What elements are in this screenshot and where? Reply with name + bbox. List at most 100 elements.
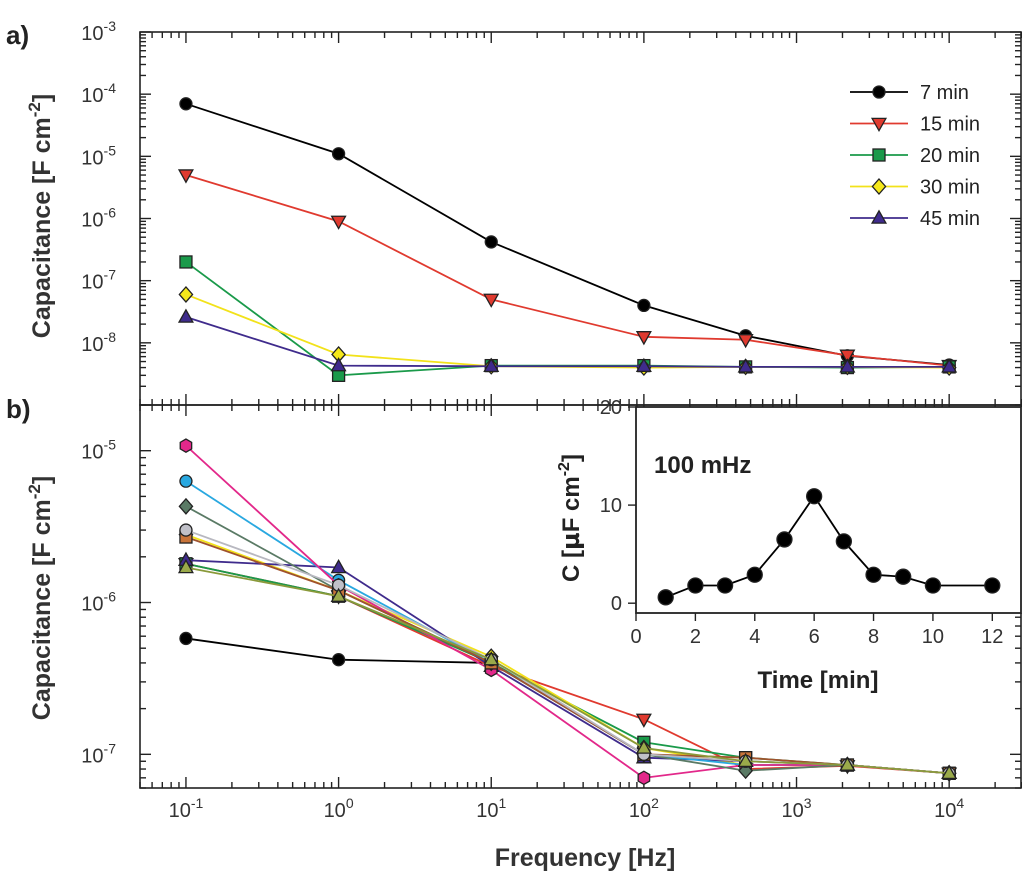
- data-point-9-0: [179, 523, 193, 537]
- series-line-4: [185, 316, 950, 368]
- data-point-0-2: [484, 235, 498, 249]
- inset-data-point-5: [806, 488, 823, 505]
- data-point-10-5: [839, 756, 856, 771]
- data-point-0-3: [637, 298, 651, 313]
- inset-data-point-3: [746, 566, 763, 583]
- x-tick-label-2: 101: [476, 795, 506, 822]
- inset-frame: [635, 406, 1022, 614]
- data-point-10-0: [177, 558, 194, 574]
- data-point-4-5: [839, 358, 856, 373]
- inset-axes: 0 2 4 6 8 10 12 0 10 20: [600, 397, 1022, 648]
- data-point-4-1: [330, 357, 347, 372]
- panel-b-series: [177, 438, 958, 786]
- data-point-4-4: [737, 358, 754, 373]
- y-tick-label-1: 10-7: [81, 267, 116, 294]
- legend-label-3: 30 min: [920, 177, 980, 199]
- data-point-0-1: [331, 653, 346, 667]
- panel-b-axes: 10-710-610-510-1 100 101 102 103 104: [81, 404, 1022, 822]
- data-point-1-3: [635, 331, 652, 346]
- panel-a-y-axis-label: Capacitance [F cm-2]: [25, 94, 56, 338]
- data-point-0-0: [179, 97, 193, 111]
- y-tick-label-1: 10-6: [81, 589, 116, 616]
- inset-data-point-1: [687, 577, 704, 594]
- x-tick-label-4: 103: [782, 795, 812, 822]
- data-point-1-1: [330, 215, 347, 230]
- inset-x-tick-label-5: 10: [922, 626, 944, 648]
- inset-x-tick-label-6: 12: [981, 626, 1003, 648]
- y-tick-label-0: 10-8: [81, 329, 116, 356]
- inset-y-tick-label-1: 10: [600, 495, 622, 517]
- data-point-5-0: [179, 474, 193, 488]
- data-point-10-1: [330, 587, 347, 602]
- data-point-10-6: [941, 764, 958, 780]
- data-point-4-0: [177, 308, 194, 323]
- x-tick-label-5: 104: [934, 795, 964, 822]
- data-point-7-0: [178, 497, 194, 515]
- inset-y-tick-label-2: 20: [600, 397, 622, 419]
- data-point-1-0: [177, 169, 194, 184]
- inset-x-axis-label: Time [min]: [758, 667, 879, 694]
- inset-chart: 0 2 4 6 8 10 12 0 10 20 100 mHz Time [min] C [µF …: [556, 397, 1022, 694]
- series-line-3: [185, 293, 950, 369]
- inset-data-point-6: [835, 533, 852, 550]
- inset-x-tick-label-1: 2: [690, 626, 701, 648]
- panel-a-legend: 7 min 15 min 20 min 30 min 45 min: [850, 82, 980, 230]
- series-line-0: [185, 102, 950, 366]
- y-tick-label-0: 10-7: [81, 740, 116, 767]
- legend-marker-3: [871, 178, 887, 195]
- legend-label-0: 7 min: [920, 82, 969, 104]
- data-point-10-3: [635, 739, 652, 754]
- y-tick-label-3: 10-5: [81, 142, 116, 169]
- legend-label-4: 45 min: [920, 208, 980, 230]
- data-point-1-2: [483, 293, 500, 308]
- legend-marker-1: [870, 117, 888, 133]
- data-point-1-4: [737, 334, 754, 349]
- inset-y-tick-label-0: 0: [611, 593, 622, 615]
- inset-y-axis-label: C [µF cm-2]: [556, 454, 585, 582]
- legend-marker-4: [870, 209, 888, 224]
- data-point-1-3: [635, 713, 652, 728]
- y-tick-label-2: 10-6: [81, 205, 116, 232]
- data-point-0-0: [179, 631, 193, 646]
- inset-data-point-4: [776, 531, 793, 548]
- data-point-10-4: [737, 752, 754, 768]
- panel-a: a) 10-8 10-7 10-6 10-5 10-4 10-3 7 min 15 min 2…: [6, 18, 1022, 406]
- panel-b: b) 10-710-610-510-1 100 101 102 103 104 Capac…: [6, 394, 1022, 872]
- data-point-4-1: [330, 558, 347, 574]
- inset-x-tick-label-4: 8: [868, 626, 879, 648]
- data-point-4-6: [941, 358, 958, 373]
- data-point-2-0: [179, 255, 193, 269]
- y-tick-label-2: 10-5: [81, 437, 116, 464]
- data-point-0-1: [331, 147, 346, 161]
- x-tick-label-0: 10-1: [169, 795, 204, 822]
- panel-a-axes: 10-8 10-7 10-6 10-5 10-4 10-3: [81, 18, 1022, 406]
- panel-a-series: [177, 97, 958, 382]
- legend-marker-2: [872, 148, 886, 162]
- inset-data-point-10: [984, 577, 1001, 594]
- data-point-3-0: [178, 285, 194, 303]
- inset-series: [657, 488, 1001, 606]
- panel-a-label: a): [6, 20, 29, 50]
- panel-b-x-axis-label: Frequency [Hz]: [495, 844, 676, 872]
- data-point-10-2: [483, 651, 500, 666]
- x-tick-label-1: 100: [324, 795, 354, 822]
- panel-b-y-axis-label: Capacitance [F cm-2]: [25, 476, 56, 720]
- inset-data-point-8: [895, 568, 912, 585]
- data-point-6-3: [637, 770, 651, 786]
- legend-label-2: 20 min: [920, 145, 980, 167]
- legend-marker-0: [872, 85, 886, 99]
- y-tick-label-5: 10-3: [81, 18, 116, 45]
- inset-x-tick-label-3: 6: [809, 626, 820, 648]
- inset-data-point-7: [865, 566, 882, 583]
- inset-data-point-2: [716, 577, 734, 594]
- data-point-6-0: [179, 438, 193, 453]
- data-point-1-5: [839, 349, 856, 364]
- inset-data-point-0: [657, 589, 674, 606]
- data-point-4-2: [483, 357, 500, 373]
- inset-data-point-9: [924, 577, 942, 594]
- inset-title: 100 mHz: [654, 452, 751, 479]
- series-line-1: [185, 174, 950, 367]
- inset-background: [636, 407, 1022, 613]
- panel-b-label: b): [6, 394, 31, 424]
